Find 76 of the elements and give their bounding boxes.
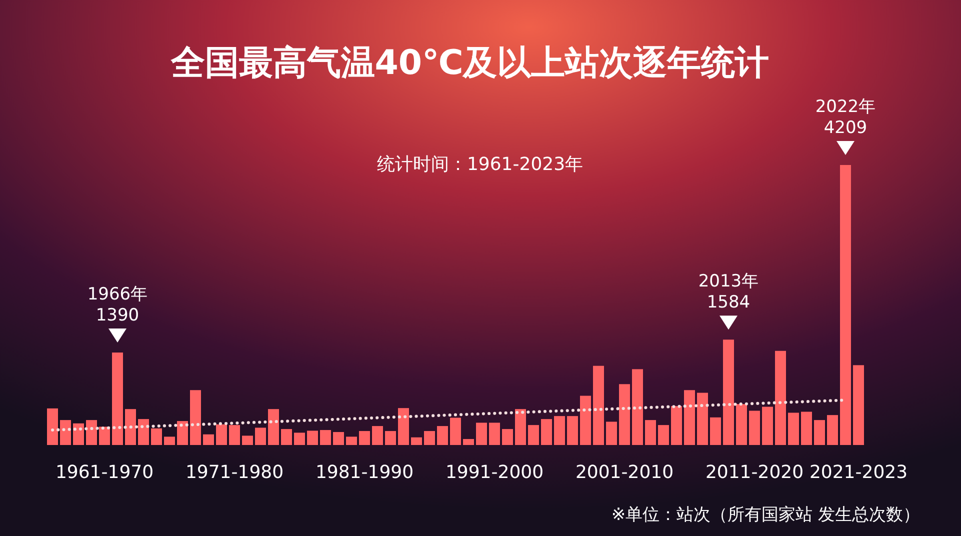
bar <box>307 430 318 445</box>
bar <box>424 431 435 445</box>
x-tick-label: 1961-1970 <box>55 462 154 483</box>
chart-subtitle: 统计时间：1961-2023年 <box>376 154 584 175</box>
bar <box>255 428 266 445</box>
bar <box>710 417 721 445</box>
bar <box>515 409 526 445</box>
bar <box>554 416 565 445</box>
bar <box>86 420 97 445</box>
bar <box>762 406 773 445</box>
bar <box>567 416 578 445</box>
bar <box>775 350 786 445</box>
bar <box>47 408 58 445</box>
bar <box>294 432 305 445</box>
bar <box>489 422 500 445</box>
bar <box>671 406 682 445</box>
bar <box>73 423 84 445</box>
bar <box>528 425 539 445</box>
x-tick-label: 2011-2020 <box>705 462 804 483</box>
bar <box>697 392 708 445</box>
bar <box>814 420 825 445</box>
bar <box>450 418 461 445</box>
bar <box>723 340 734 445</box>
bar <box>645 420 656 445</box>
bar <box>359 431 370 445</box>
bar <box>476 422 487 445</box>
bar <box>333 432 344 445</box>
bar <box>60 420 71 445</box>
bar <box>242 436 253 445</box>
bar <box>840 165 851 445</box>
x-tick-label: 1991-2000 <box>445 462 544 483</box>
bar <box>281 429 292 445</box>
bar <box>827 415 838 445</box>
bar <box>749 410 760 445</box>
bar <box>463 439 474 445</box>
bar <box>203 434 214 445</box>
bar <box>632 369 643 445</box>
bar <box>112 352 123 445</box>
bar <box>229 425 240 445</box>
bar <box>801 412 812 445</box>
chart-title: 全国最高气温40℃及以上站次逐年统计 <box>170 43 770 83</box>
bar <box>268 409 279 445</box>
bar <box>151 428 162 445</box>
data-label: 1966年 1390 <box>87 284 148 326</box>
x-tick-label: 1981-1990 <box>315 462 414 483</box>
bar <box>580 396 591 445</box>
bar <box>216 424 227 445</box>
bar <box>385 431 396 445</box>
bar <box>658 425 669 445</box>
bar <box>788 412 799 445</box>
bar <box>853 365 864 445</box>
bar <box>138 419 149 445</box>
bar <box>502 429 513 445</box>
data-label: 2022年 4209 <box>815 97 876 138</box>
bar <box>346 436 357 445</box>
bar <box>190 390 201 445</box>
x-tick-label: 2001-2010 <box>575 462 674 483</box>
data-label: 2013年 1584 <box>698 272 759 313</box>
bar <box>619 384 630 445</box>
bar <box>437 426 448 445</box>
bar <box>736 404 747 445</box>
bar <box>164 436 175 445</box>
bar <box>372 426 383 445</box>
bar <box>125 409 136 445</box>
bar <box>398 408 409 445</box>
bar <box>593 366 604 445</box>
bar <box>99 426 110 445</box>
bar <box>541 419 552 445</box>
bar <box>177 421 188 445</box>
x-tick-label: 2021-2023 <box>809 462 908 483</box>
x-tick-label: 1971-1980 <box>185 462 284 483</box>
bar <box>606 422 617 445</box>
bar <box>411 437 422 445</box>
bar <box>684 390 695 445</box>
bar <box>320 430 331 445</box>
text: ※单位：站次（所有国家站 发生总次数） <box>611 505 920 525</box>
